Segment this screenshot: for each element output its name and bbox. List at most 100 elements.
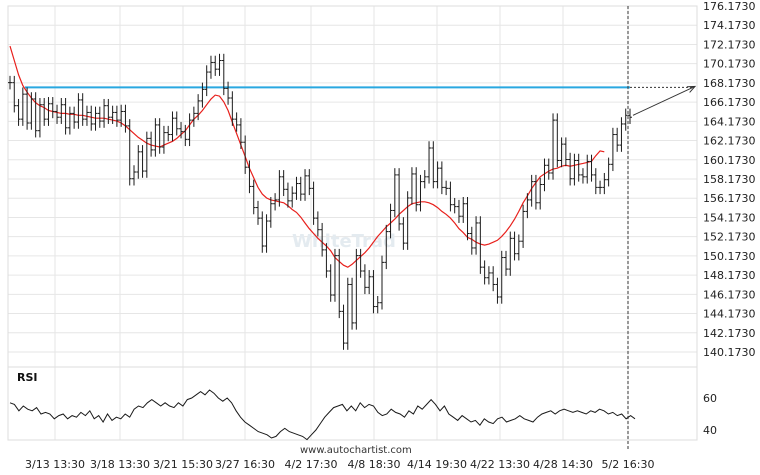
price-bar xyxy=(341,304,346,350)
price-bar xyxy=(243,135,248,174)
price-bar xyxy=(337,248,342,319)
price-bar xyxy=(508,231,513,276)
price-bar xyxy=(290,186,295,208)
price-bar xyxy=(448,181,453,212)
price-bar xyxy=(427,141,432,184)
y-tick-label: 170.1730 xyxy=(703,58,756,71)
footer-url[interactable]: www.autochartist.com xyxy=(300,445,412,456)
price-bar xyxy=(512,231,517,261)
price-bar xyxy=(444,180,449,196)
price-bar xyxy=(580,168,585,184)
price-bar xyxy=(170,111,175,142)
forecast-arrow-head xyxy=(686,85,697,93)
price-bar xyxy=(89,105,94,131)
price-bar xyxy=(213,55,218,76)
y-tick-label: 176.1730 xyxy=(703,0,756,13)
price-bar xyxy=(303,169,308,201)
price-bar xyxy=(298,176,303,201)
price-bar xyxy=(482,260,487,285)
price-bar xyxy=(80,93,85,126)
x-tick-label: 4/22 13:30 xyxy=(470,458,530,471)
price-bar xyxy=(563,137,568,167)
moving-average-group xyxy=(9,45,605,268)
price-bar xyxy=(25,87,30,130)
price-bar xyxy=(555,113,560,168)
price-bar xyxy=(585,154,590,184)
price-bar xyxy=(610,127,615,172)
price-bar xyxy=(12,75,17,113)
price-bar xyxy=(533,174,538,210)
price-bar xyxy=(542,158,547,192)
price-bar xyxy=(525,193,530,219)
price-bar xyxy=(568,152,573,186)
rsi-line xyxy=(9,389,636,441)
y-tick-label: 154.1730 xyxy=(703,211,756,224)
price-bar xyxy=(397,168,402,231)
y-tick-label: 164.1730 xyxy=(703,115,756,128)
price-bar xyxy=(264,214,269,253)
y-tick-label: 142.1730 xyxy=(703,327,756,340)
price-bar xyxy=(63,98,68,135)
price-bar xyxy=(345,277,350,350)
price-bar xyxy=(504,250,508,276)
price-bar xyxy=(72,106,77,129)
price-bar xyxy=(456,199,461,223)
price-bar xyxy=(516,234,521,261)
moving-average-line xyxy=(9,45,605,268)
price-bar xyxy=(367,270,372,295)
y-tick-label: 172.1730 xyxy=(703,38,756,51)
y-tick-label: 166.1730 xyxy=(703,96,756,109)
rsi-panel: 60 40 xyxy=(9,389,717,441)
price-bar xyxy=(593,168,598,195)
price-bar xyxy=(559,137,564,168)
price-bar xyxy=(307,169,312,196)
rsi-tick-label: 60 xyxy=(703,392,717,405)
y-tick-label: 158.1730 xyxy=(703,173,756,186)
price-bar xyxy=(324,243,329,278)
price-bar xyxy=(132,165,136,186)
price-bar xyxy=(191,106,196,127)
price-bar xyxy=(474,216,479,255)
price-bar xyxy=(204,65,209,97)
price-bar xyxy=(422,170,427,189)
price-bar xyxy=(332,248,337,302)
x-tick-label: 3/13 13:30 xyxy=(25,458,85,471)
price-bars-group xyxy=(8,53,632,350)
price-bar xyxy=(84,105,89,126)
price-bar xyxy=(435,161,440,189)
price-bar xyxy=(388,203,393,239)
price-bar xyxy=(452,197,457,214)
price-bar xyxy=(538,177,543,210)
price-bar xyxy=(281,170,286,197)
price-bar xyxy=(247,160,252,194)
x-tick-label: 3/27 16:30 xyxy=(215,458,275,471)
price-bar xyxy=(572,153,577,186)
plot-frame xyxy=(7,5,698,441)
price-bar xyxy=(350,277,355,330)
price-bar xyxy=(76,93,81,129)
y-tick-label: 150.1730 xyxy=(703,250,756,263)
price-bar xyxy=(439,161,444,195)
price-bar xyxy=(491,266,496,292)
y-tick-label: 140.1730 xyxy=(703,346,756,359)
price-bar xyxy=(67,106,72,135)
x-tick-label: 4/2 17:30 xyxy=(285,458,338,471)
forecast-arrow xyxy=(632,86,696,116)
price-bar xyxy=(153,118,158,157)
x-tick-label: 3/21 15:30 xyxy=(153,458,213,471)
price-bar xyxy=(469,226,474,255)
price-bar xyxy=(320,222,325,257)
price-bar xyxy=(521,204,526,248)
price-bar xyxy=(409,167,414,205)
price-bar xyxy=(277,170,282,207)
price-bar xyxy=(362,264,367,295)
time-axis: 3/13 13:30 3/18 13:30 3/21 15:30 3/27 16:30… xyxy=(25,458,654,471)
price-bar xyxy=(529,174,534,207)
price-axis: 140.1730 142.1730 144.1730 146.1730 148.1730… xyxy=(703,0,756,359)
price-bar xyxy=(486,266,491,285)
price-bar xyxy=(8,75,12,90)
price-bar xyxy=(273,193,278,211)
price-bar xyxy=(495,277,500,304)
y-tick-label: 156.1730 xyxy=(703,192,756,205)
